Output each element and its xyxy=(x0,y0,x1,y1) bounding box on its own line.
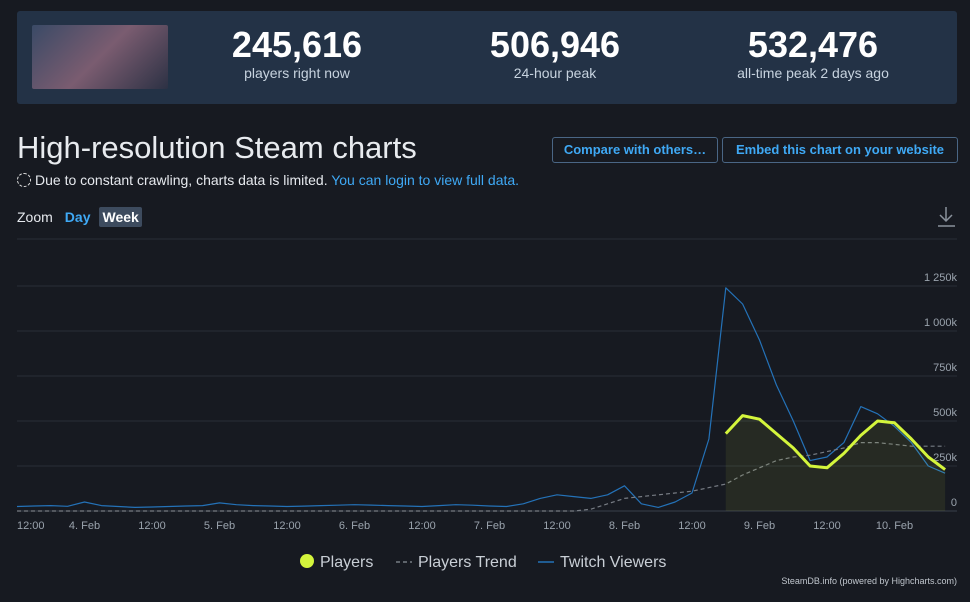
x-tick-label: 7. Feb xyxy=(474,520,505,532)
stat: 532,476 all-time peak 2 days ago xyxy=(693,24,933,82)
stat-value: 245,616 xyxy=(231,24,363,65)
series-line xyxy=(724,414,946,471)
legend-item[interactable]: Twitch Viewers xyxy=(538,554,666,571)
login-link[interactable]: You can login to view full data. xyxy=(331,172,520,188)
stat-value: 506,946 xyxy=(489,24,621,65)
page-title: High-resolution Steam charts xyxy=(17,130,417,165)
y-tick-label: 1 000k xyxy=(924,317,958,329)
x-tick-label: 12:00 xyxy=(138,520,166,532)
download-icon[interactable] xyxy=(938,207,955,227)
stat-label: players right now xyxy=(244,65,350,81)
legend-label: Twitch Viewers xyxy=(560,554,666,571)
y-tick-label: 250k xyxy=(933,452,957,464)
x-tick-label: 12:00 xyxy=(543,520,571,532)
x-tick-label: 10. Feb xyxy=(876,520,913,532)
legend-label: Players xyxy=(320,554,373,571)
notice: Due to constant crawling, charts data is… xyxy=(17,172,519,188)
stat: 245,616 players right now xyxy=(177,24,417,82)
x-tick-label: 5. Feb xyxy=(204,520,235,532)
x-tick-label: 8. Feb xyxy=(609,520,640,532)
y-tick-label: 750k xyxy=(933,362,957,374)
stat-label: all-time peak 2 days ago xyxy=(737,65,889,81)
y-tick-label: 500k xyxy=(933,407,957,419)
embed-button[interactable]: Embed this chart on your website xyxy=(722,137,958,163)
x-tick-label: 12:00 xyxy=(678,520,706,532)
credit: SteamDB.info (powered by Highcharts.com) xyxy=(781,576,957,586)
stat-value: 532,476 xyxy=(747,24,879,65)
zoom: Zoom Day Week xyxy=(17,207,142,227)
compare-button[interactable]: Compare with others… xyxy=(552,137,718,163)
game-image[interactable] xyxy=(32,25,168,89)
zoom-label: Zoom xyxy=(17,209,53,225)
zoom-option[interactable]: Week xyxy=(99,207,142,227)
y-tick-label: 1 250k xyxy=(924,272,958,284)
x-tick-label: 12:00 xyxy=(408,520,436,532)
zoom-option[interactable]: Day xyxy=(64,209,91,225)
x-tick-label: 12:00 xyxy=(273,520,301,532)
series-line xyxy=(16,287,946,508)
x-tick-label: 4. Feb xyxy=(69,520,100,532)
stats-card: 245,616 players right now 506,946 24-hour … xyxy=(17,11,957,104)
series-line xyxy=(17,442,946,512)
stat-label: 24-hour peak xyxy=(513,65,597,81)
legend-item[interactable]: Players Trend xyxy=(396,554,517,571)
x-tick-label: 9. Feb xyxy=(744,520,775,532)
x-tick-label: 6. Feb xyxy=(339,520,370,532)
notice-icon xyxy=(17,173,31,187)
legend-item[interactable]: Players xyxy=(300,554,373,571)
legend-symbol xyxy=(300,554,314,568)
series-area xyxy=(725,415,946,511)
notice-text: Due to constant crawling, charts data is… xyxy=(35,172,328,188)
legend-label: Players Trend xyxy=(418,554,517,571)
x-tick-label: 12:00 xyxy=(813,520,841,532)
y-tick-label: 0 xyxy=(951,497,957,509)
stat: 506,946 24-hour peak xyxy=(435,24,675,82)
x-tick-label: 12:00 xyxy=(17,520,45,532)
